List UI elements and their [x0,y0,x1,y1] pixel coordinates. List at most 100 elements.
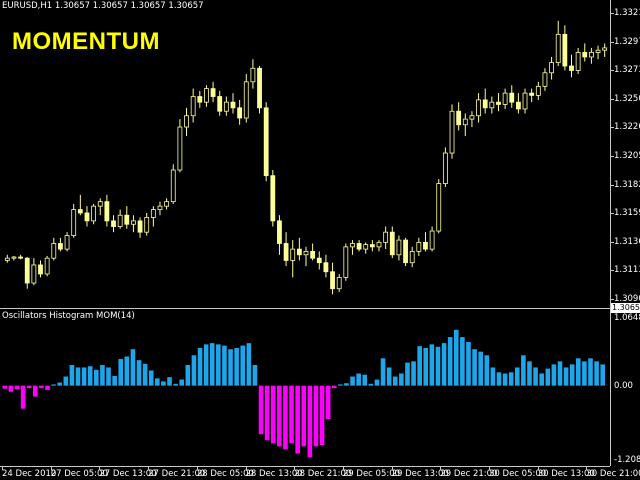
time-axis-label: 27 Dec 13:00 [99,469,157,479]
time-axis-tick [245,466,247,470]
candle-body [71,209,77,236]
candle-body [124,214,130,225]
candle [336,274,342,293]
candle-body [369,244,375,248]
candle-body [515,101,521,110]
price-axis-tick [610,13,614,14]
candle [237,99,243,125]
price-axis-tick [610,70,614,72]
time-axis-tick [586,466,588,470]
histogram-bar [399,373,404,386]
candle-body [409,250,415,264]
pane-separator[interactable] [0,308,640,309]
candle-body [84,212,90,222]
candlestick-chart[interactable] [0,0,610,306]
candle-body [476,99,481,117]
candle-body [51,243,57,259]
candle-body [223,101,229,112]
candle [595,45,601,60]
candle-body [277,220,282,244]
time-axis-label: 28 Dec 05:00 [196,469,254,479]
candle-body [542,72,548,87]
histogram-bar [325,385,331,420]
candle [542,68,548,91]
candle [330,262,335,295]
candle [204,85,209,107]
candle [509,85,515,108]
price-axis-label: 1.32970 [614,36,640,47]
candle-body [11,256,17,259]
histogram-bar [466,341,471,386]
histogram-bar [106,367,111,386]
price-chart-pane[interactable]: EURUSD,H1 1.30657 1.30657 1.30657 1.3065… [0,0,610,306]
histogram-bar [411,361,416,386]
candle-body [482,99,488,109]
candle [476,93,481,123]
candle-body [170,169,176,203]
candle-body [190,96,196,117]
candle-body [157,205,163,210]
histogram-bar [94,369,99,386]
candle [91,203,97,225]
momentum-histogram[interactable] [0,311,610,461]
candle [535,81,541,100]
histogram-bar [447,337,453,386]
candle-body [270,175,276,222]
histogram-bar [472,349,477,386]
current-price-marker: 1.30657 [611,303,640,313]
candle-body [184,115,189,128]
candle-body [356,243,362,250]
candle [456,102,462,131]
histogram-bar [356,373,361,386]
histogram-bar [417,346,422,386]
candle-body [423,241,428,250]
candle [263,102,269,182]
indicator-pane[interactable]: Oscillators Histogram MOM(14) [0,311,610,461]
histogram-bar [234,348,239,386]
time-axis-tick [537,466,539,470]
candle [549,56,554,80]
candle [190,88,196,123]
candle-body [396,239,402,256]
candle [11,255,17,261]
histogram-bar [216,344,221,386]
candle-body [376,241,382,248]
candle [230,93,236,114]
candle [303,246,309,267]
histogram-bar [527,361,532,386]
histogram-bar [75,367,81,386]
histogram-bar [307,385,313,458]
histogram-bar [246,343,252,386]
candle [243,73,249,123]
histogram-bar [8,385,14,392]
histogram-bar [197,348,203,386]
candle-body [44,257,50,275]
candle [515,93,521,114]
candle-body [257,67,262,109]
time-axis-label: 30 Dec 13:00 [537,469,595,479]
candle-body [38,264,43,275]
time-axis-label: 28 Dec 21:00 [294,469,352,479]
candle-body [131,220,136,225]
time-axis-tick [196,466,198,470]
candle-body [582,52,588,58]
histogram-bar [380,358,386,386]
histogram-bar [313,385,319,447]
candle-body [429,230,435,250]
histogram-bar [148,370,154,386]
candle [522,88,528,114]
candle [104,194,110,227]
histogram-bar [441,343,447,386]
candle [389,226,395,259]
candle-body [144,217,150,233]
histogram-bar [295,385,300,454]
histogram-bar [331,385,337,389]
candle-body [250,67,256,83]
price-axis-label: 1.32500 [614,93,640,104]
price-axis-label: 1.30900 [614,294,640,304]
candle [257,66,262,114]
candle-body [389,231,395,256]
candle [4,254,10,263]
price-axis-label: 1.33210 [614,8,640,18]
